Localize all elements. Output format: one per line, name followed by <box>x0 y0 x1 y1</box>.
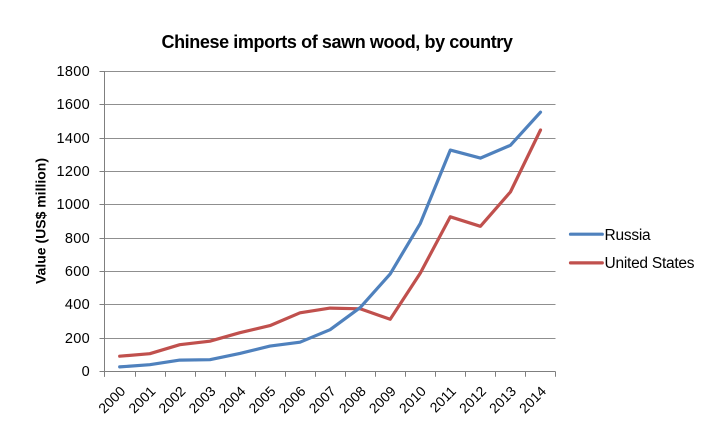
svg-text:800: 800 <box>65 231 90 247</box>
svg-text:United States: United States <box>605 255 695 272</box>
svg-text:Russia: Russia <box>605 227 652 244</box>
svg-text:0: 0 <box>82 364 90 380</box>
svg-text:1200: 1200 <box>57 164 90 180</box>
svg-text:1000: 1000 <box>57 197 90 213</box>
svg-text:600: 600 <box>65 264 90 280</box>
svg-text:200: 200 <box>65 331 90 347</box>
svg-text:1400: 1400 <box>57 131 90 147</box>
svg-text:400: 400 <box>65 297 90 313</box>
svg-text:Value (US$ million): Value (US$ million) <box>33 158 49 284</box>
svg-text:1600: 1600 <box>57 97 90 113</box>
svg-text:1800: 1800 <box>57 64 90 80</box>
svg-text:Chinese imports of sawn wood,: Chinese imports of sawn wood, by country <box>161 32 512 52</box>
